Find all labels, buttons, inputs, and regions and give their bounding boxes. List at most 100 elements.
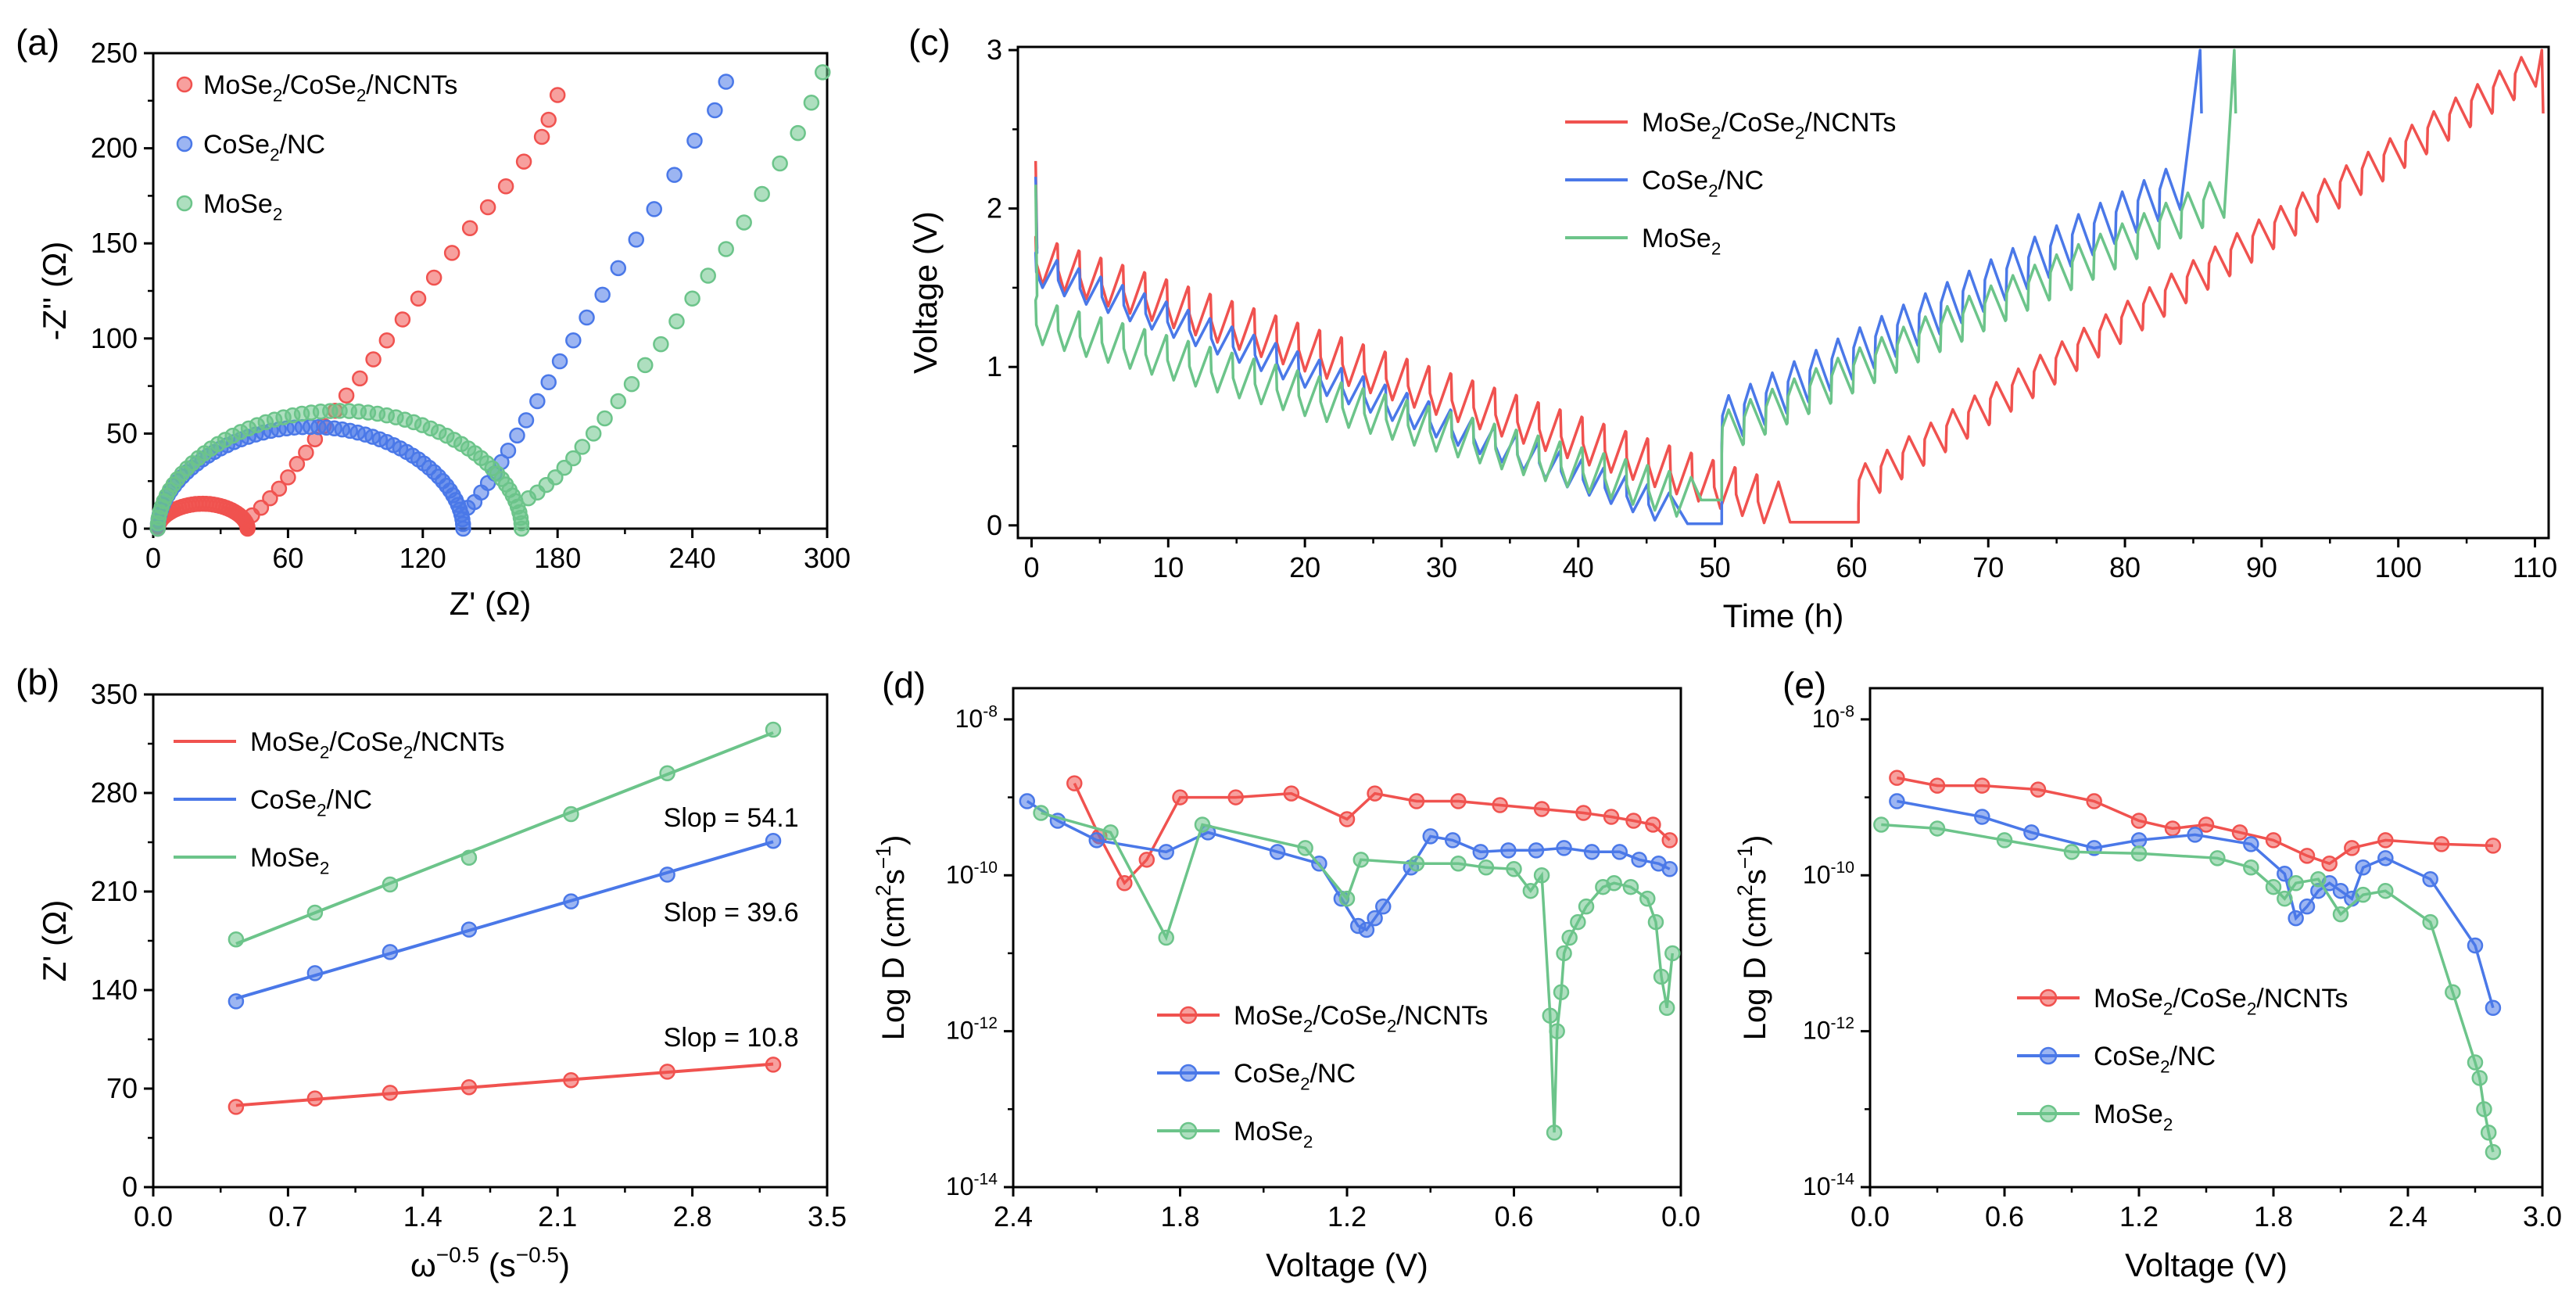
data-point: [1492, 797, 1508, 813]
data-point: [1227, 789, 1244, 805]
data-point: [1338, 890, 1356, 907]
legend-label: MoSe2​/CoSe2​/NCNTs: [2094, 984, 2348, 1019]
panel-label: (b): [16, 662, 59, 702]
data-point: [1575, 805, 1592, 821]
data-point: [2433, 836, 2450, 852]
data-point: [1611, 844, 1628, 860]
data-point: [509, 427, 525, 444]
legend-marker: [1179, 1064, 1198, 1082]
panel-label: (d): [882, 665, 926, 705]
data-point: [707, 102, 723, 119]
data-point: [563, 805, 579, 823]
data-point: [659, 866, 675, 883]
data-point: [461, 220, 478, 236]
data-point: [382, 944, 399, 960]
legend-label: MoSe2​: [203, 189, 282, 224]
data-point: [2485, 999, 2502, 1016]
data-point: [497, 178, 514, 195]
x-tick-label: 60: [1836, 551, 1867, 583]
data-point: [1172, 789, 1188, 805]
data-point: [529, 393, 546, 410]
data-point: [597, 410, 613, 427]
data-point: [1297, 840, 1313, 856]
data-point: [239, 520, 256, 537]
legend-label: MoSe2​/CoSe2​/NCNTs: [203, 70, 457, 106]
y-tick-label: 200: [91, 132, 138, 164]
x-tick-label: 2.4: [994, 1200, 1033, 1232]
data-point: [2243, 859, 2259, 876]
data-point: [1338, 811, 1356, 827]
x-tick-label: 0.0: [1850, 1200, 1890, 1232]
data-point: [686, 132, 703, 149]
data-point: [772, 155, 788, 172]
data-point: [1450, 856, 1467, 872]
y-tick-label: 2: [987, 192, 1002, 224]
panel-b: 0.0 0.7 1.4 2.1 2.8 3.5 0 70 140 210 280 350 ω−0.5​ …: [36, 678, 847, 1283]
data-point: [1645, 816, 1661, 833]
x-tick-label: 80: [2109, 551, 2141, 583]
data-point: [2377, 850, 2394, 866]
data-point: [718, 241, 734, 257]
data-point: [2063, 844, 2080, 860]
legend-label: MoSe2​/CoSe2​/NCNTs: [1642, 108, 1896, 143]
data-point: [1533, 801, 1550, 817]
data-point: [1661, 861, 1679, 877]
series-green: [149, 64, 831, 537]
data-point: [1478, 859, 1495, 876]
data-point: [1929, 820, 1946, 837]
data-point: [500, 443, 517, 459]
data-point: [253, 499, 270, 516]
data-point: [2030, 781, 2047, 798]
data-point: [1352, 852, 1370, 868]
data-point: [2467, 1054, 2484, 1071]
y-tick-label: 0: [122, 1171, 138, 1203]
data-point: [2277, 890, 2293, 907]
data-point: [610, 393, 627, 410]
data-point: [1974, 777, 1990, 794]
data-point: [803, 94, 820, 111]
y-tick-label: 10-12​: [946, 1014, 998, 1044]
data-point: [765, 832, 782, 849]
y-tick-label: 150: [91, 227, 138, 259]
data-point: [460, 849, 478, 866]
data-point: [1873, 816, 1890, 833]
y-tick-label: 10-14​: [946, 1171, 998, 1200]
data-point: [2476, 1101, 2492, 1118]
data-point: [394, 311, 411, 328]
data-point: [790, 124, 806, 142]
data-point: [2377, 882, 2394, 899]
data-point: [1194, 816, 1211, 833]
data-point: [1158, 929, 1174, 946]
data-point: [306, 965, 324, 981]
data-point: [1019, 793, 1036, 809]
series-red: [228, 1057, 782, 1115]
y-axis-label: Voltage (V): [907, 211, 944, 374]
data-point: [2288, 874, 2304, 892]
series-line-red: [1034, 48, 2545, 525]
data-point: [1408, 856, 1425, 872]
y-tick-label: 10-8​: [955, 702, 998, 732]
data-point: [1088, 832, 1105, 849]
x-tick-label: 1.2: [1327, 1200, 1367, 1232]
data-point: [2243, 836, 2259, 852]
panel-label: (a): [16, 22, 59, 63]
panel-a: 0 60 120 180 240 300 0 50 100 150 200 250 Z' (Ω) -Z''…: [36, 37, 851, 622]
data-point: [1661, 832, 1679, 849]
legend-label: MoSe2​: [2094, 1100, 2173, 1135]
legend-label: MoSe2​/CoSe2​/NCNTs: [1234, 1001, 1488, 1036]
y-tick-label: 140: [91, 974, 138, 1006]
x-tick-label: 1.4: [403, 1200, 442, 1232]
panel-label: (c): [908, 22, 951, 63]
data-point: [594, 286, 611, 303]
data-point: [1658, 999, 1675, 1016]
data-point: [460, 921, 478, 938]
data-point: [610, 260, 627, 277]
x-tick-label: 1.8: [1160, 1200, 1199, 1232]
panel-label: (e): [1782, 665, 1826, 705]
data-point: [2198, 816, 2215, 833]
slope-annotation: Slop = 10.8: [664, 1023, 799, 1053]
data-point: [270, 480, 288, 497]
data-point: [1974, 809, 1990, 825]
y-tick-label: 70: [106, 1072, 138, 1104]
